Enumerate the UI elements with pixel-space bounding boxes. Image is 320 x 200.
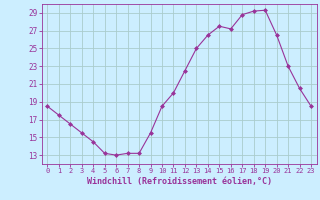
X-axis label: Windchill (Refroidissement éolien,°C): Windchill (Refroidissement éolien,°C) [87,177,272,186]
